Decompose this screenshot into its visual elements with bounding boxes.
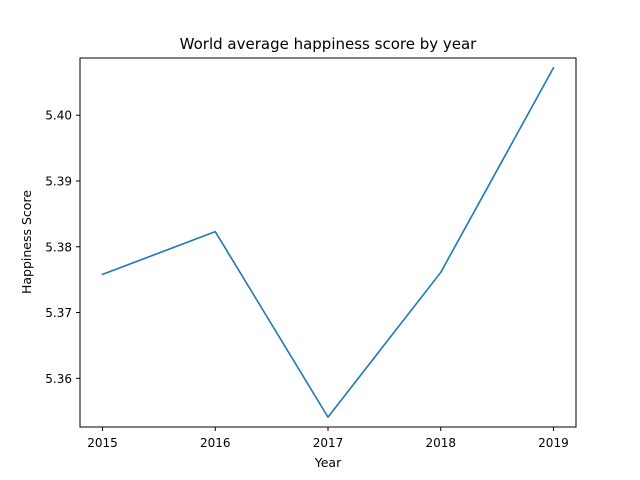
chart-title: World average happiness score by year (180, 35, 478, 53)
x-tick-label: 2015 (87, 436, 118, 450)
plot-area (79, 57, 577, 428)
x-axis-ticks: 2015 2016 2017 2018 2019 (87, 427, 569, 450)
x-tick-label: 2018 (425, 436, 456, 450)
y-tick-label: 5.36 (45, 372, 72, 386)
series-line-happiness-score (101, 66, 555, 418)
x-axis-label: Year (314, 455, 342, 470)
y-axis-label: Happiness Score (19, 190, 34, 294)
x-tick-label: 2016 (200, 436, 231, 450)
y-tick-label: 5.40 (45, 109, 72, 123)
y-tick-label: 5.38 (45, 240, 72, 254)
x-tick-label: 2019 (538, 436, 569, 450)
y-axis-ticks: 5.36 5.37 5.38 5.39 5.40 (45, 109, 80, 386)
y-tick-label: 5.39 (45, 175, 72, 189)
x-tick-label: 2017 (313, 436, 344, 450)
axes-frame (79, 57, 577, 428)
y-tick-label: 5.37 (45, 306, 72, 320)
